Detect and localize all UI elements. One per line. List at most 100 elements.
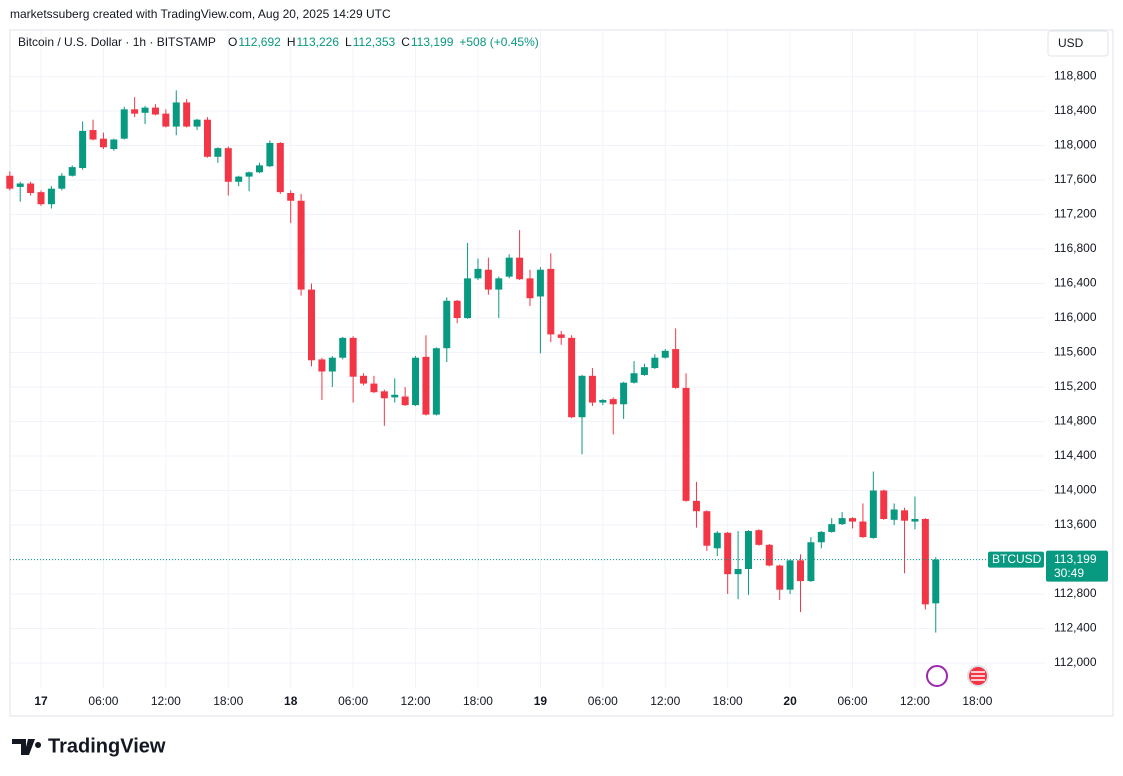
candle-body [620,382,628,405]
candle-body [432,348,440,415]
y-tick-label: 114,800 [1054,414,1097,428]
y-tick-label: 118,400 [1054,103,1097,117]
candle-body [172,102,180,127]
candle-body [578,375,586,418]
candle-body [536,269,544,297]
x-tick-label: 12:00 [151,694,181,708]
candle-body [630,373,638,383]
candle-body [828,524,836,532]
candle-body [516,257,524,280]
grid [10,30,1045,688]
candle-body [484,269,492,290]
currency[interactable]: USD [1058,36,1084,50]
y-tick-label: 114,000 [1054,483,1097,497]
candle-body [599,399,607,403]
chart-frame [9,29,1114,717]
candle-body [838,518,846,525]
candle-body [464,278,472,319]
y-tick-label: 118,800 [1054,69,1097,83]
ohlc-key: H [287,35,296,49]
candle-body [391,394,399,398]
candle-body [765,544,773,566]
candle-body [724,532,732,575]
candle-body [297,200,305,290]
x-tick-label: 12:00 [401,694,431,708]
y-tick-label: 113,600 [1054,517,1097,531]
candle-body [99,138,107,148]
brand: TradingView [48,735,166,757]
candle-body [287,192,295,201]
y-tick-label: 118,000 [1054,138,1097,152]
candle-body [183,102,191,127]
candle-body [318,359,326,372]
candle-body [27,183,35,193]
candle-body [807,542,815,582]
candle-body [131,109,139,114]
y-tick-label: 114,400 [1054,448,1097,462]
candle-body [203,119,211,157]
ohlc-key: L [345,35,352,49]
ohlc-value: 112,692 [238,35,281,49]
change: +508 (+0.45%) [459,35,538,49]
candle-body [47,188,55,205]
candle-body [609,399,617,405]
candle-body [255,165,263,173]
candle-body [505,257,513,277]
candle-body [370,383,378,393]
candle-body [401,396,409,406]
candle-body [245,172,253,177]
credit: marketssuberg created with TradingView.c… [10,7,391,21]
x-tick-label: 12:00 [900,694,930,708]
candle-body [640,367,648,375]
candle-body [110,139,118,150]
y-tick-label: 116,000 [1054,310,1097,324]
event-icon[interactable] [926,665,948,687]
x-tick-label: 17 [34,694,48,708]
candle-body [890,509,898,520]
candle-body [235,176,243,182]
y-tick-label: 112,000 [1054,655,1097,669]
candle-body [901,510,909,521]
price-tag: 113,199 [1054,552,1097,566]
symbol-tag: BTCUSD [992,552,1042,566]
candle-body [495,278,503,290]
candle-body [276,142,284,193]
candle-body [193,119,201,127]
y-tick-label: 116,800 [1054,241,1097,255]
y-tick-label: 117,600 [1054,172,1097,186]
candle-body [37,192,45,205]
candle-body [308,289,316,361]
candle-body [224,148,232,182]
candle-body [266,142,274,167]
candle-body [692,500,700,512]
candle-body [349,337,357,377]
countdown: 30:49 [1054,566,1084,580]
candle-body [651,357,659,369]
y-tick-label: 115,600 [1054,345,1097,359]
candle-body [339,337,347,358]
x-tick-label: 06:00 [338,694,368,708]
candle-body [786,560,794,590]
candle-body [526,278,534,299]
x-tick-label: 18 [284,694,298,708]
candle-body [817,531,825,543]
ohlc-key: C [401,35,410,49]
candle-body [443,300,451,349]
candle-body [453,300,461,319]
candle-body [16,183,24,187]
x-tick-label: 06:00 [838,694,868,708]
candle-body [797,560,805,582]
y-tick-label: 116,400 [1054,276,1097,290]
candle-body [744,531,752,569]
candle-body [151,107,159,115]
candle-body [328,357,336,372]
candle-body [557,334,565,338]
candle-body [120,109,128,139]
x-tick-label: 06:00 [88,694,118,708]
candle-body [68,167,76,176]
x-tick-label: 12:00 [650,694,680,708]
currency-box[interactable] [1047,30,1109,57]
candle-body [422,356,430,415]
candle-body [214,148,222,157]
